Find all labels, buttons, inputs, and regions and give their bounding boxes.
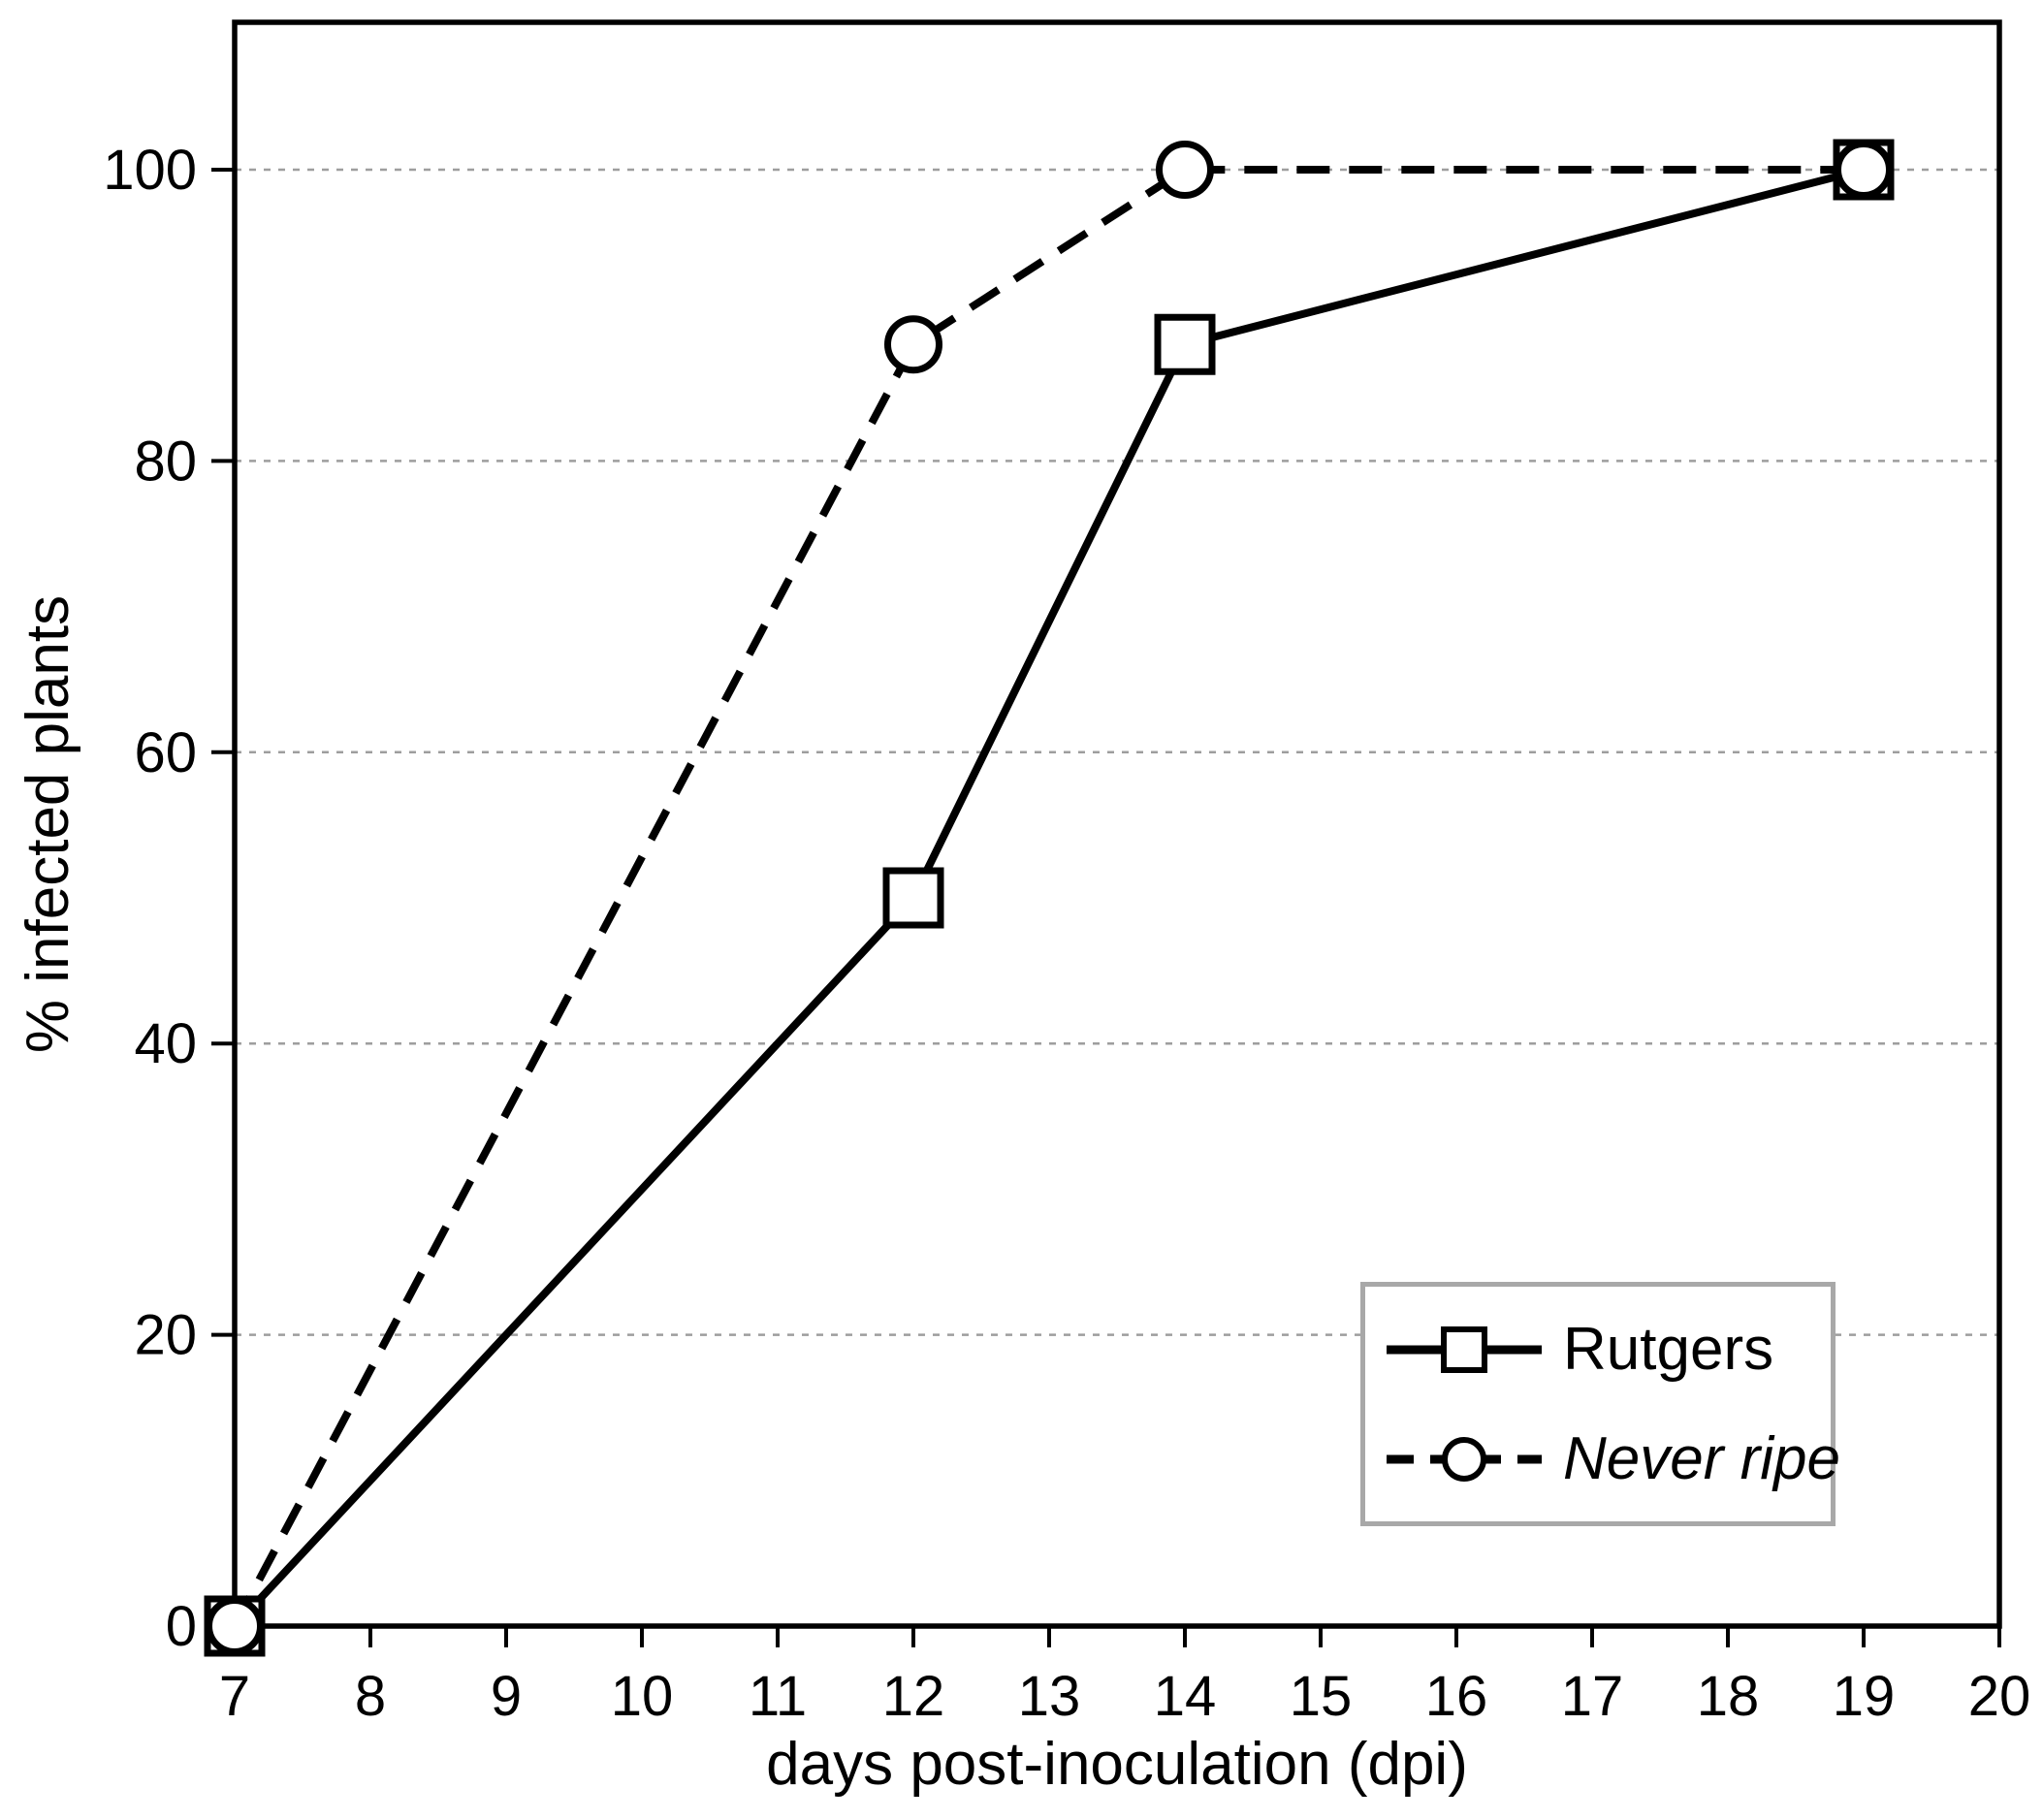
y-tick-label-20: 20	[134, 1304, 197, 1367]
x-tick-label-19: 19	[1833, 1665, 1896, 1728]
y-tick-label-0: 0	[166, 1595, 197, 1658]
x-axis-title: days post-inoculation (dpi)	[766, 1731, 1468, 1798]
x-tick-label-9: 9	[491, 1665, 522, 1728]
legend-key-dashed-circle-icon	[1387, 1436, 1542, 1482]
y-tick-label-100: 100	[103, 139, 197, 202]
y-axis-title: % infected plants	[15, 594, 81, 1054]
x-tick-label-15: 15	[1290, 1665, 1353, 1728]
marker-circle-14-100	[1156, 141, 1214, 199]
x-tick-label-17: 17	[1561, 1665, 1624, 1728]
legend: Rutgers Never ripe	[1360, 1282, 1840, 1526]
marker-square-14-88	[1154, 313, 1216, 375]
legend-item-never-ripe: Never ripe	[1385, 1428, 1840, 1489]
marker-circle-7-0	[206, 1597, 264, 1655]
legend-key-solid-square-icon	[1387, 1325, 1542, 1373]
marker-circle-19-100	[1835, 141, 1893, 199]
legend-label-rutgers: Rutgers	[1563, 1315, 1774, 1383]
series-rutgers-line	[232, 166, 1865, 1629]
y-tick-label-80: 80	[134, 430, 197, 493]
x-tick-label-16: 16	[1425, 1665, 1488, 1728]
series-never-ripe-line	[231, 166, 1864, 1628]
x-tick-label-13: 13	[1018, 1665, 1081, 1728]
x-tick-label-11: 11	[749, 1665, 807, 1728]
y-tick-label-40: 40	[134, 1012, 197, 1075]
plot-frame	[232, 19, 2002, 1629]
marker-circle-12-88	[884, 315, 942, 374]
legend-label-never-ripe: Never ripe	[1563, 1424, 1840, 1492]
x-tick-label-14: 14	[1154, 1665, 1217, 1728]
y-tick-label-60: 60	[134, 721, 197, 784]
x-tick-label-18: 18	[1697, 1665, 1760, 1728]
x-tick-label-7: 7	[219, 1665, 250, 1728]
x-tick-label-20: 20	[1968, 1665, 2031, 1728]
marker-square-12-50	[882, 867, 944, 929]
x-tick-label-8: 8	[355, 1665, 386, 1728]
legend-item-rutgers: Rutgers	[1385, 1315, 1831, 1383]
x-tick-label-10: 10	[611, 1665, 674, 1728]
x-tick-label-12: 12	[882, 1665, 945, 1728]
